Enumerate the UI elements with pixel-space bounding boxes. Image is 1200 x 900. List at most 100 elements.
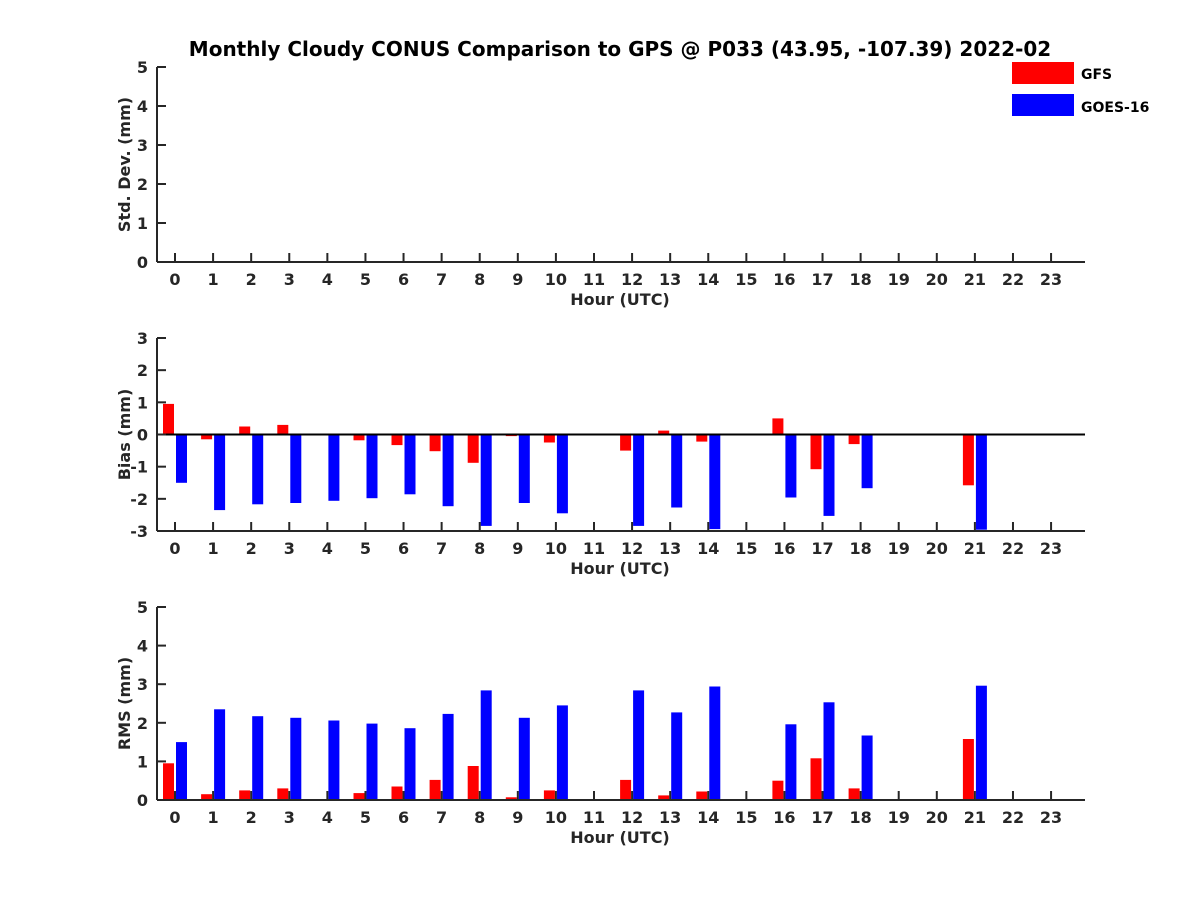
rms-bar-gfs-8 bbox=[467, 766, 479, 800]
std-dev-x-axis-label: Hour (UTC) bbox=[570, 290, 670, 309]
bias-x-tick-label: 17 bbox=[811, 539, 833, 558]
bias-y-tick-label: 1 bbox=[137, 393, 148, 412]
bias-bar-gfs-13 bbox=[658, 430, 670, 435]
std-dev-x-tick-label: 1 bbox=[208, 270, 219, 289]
rms-x-tick-label: 8 bbox=[474, 808, 485, 827]
rms-bar-gfs-5 bbox=[353, 793, 365, 800]
bias-bar-goes16-0 bbox=[176, 434, 187, 483]
std-dev-x-tick-label: 7 bbox=[436, 270, 447, 289]
bias-bar-goes16-16 bbox=[785, 434, 797, 498]
rms-x-tick-label: 23 bbox=[1040, 808, 1062, 827]
rms-bar-goes16-2 bbox=[252, 716, 264, 800]
bias-bar-gfs-7 bbox=[429, 434, 441, 452]
bias-bar-gfs-6 bbox=[391, 434, 403, 446]
std-dev-x-tick-label: 4 bbox=[322, 270, 333, 289]
rms-x-tick-label: 15 bbox=[735, 808, 757, 827]
rms-bar-goes16-0 bbox=[176, 742, 187, 800]
rms-bar-goes16-9 bbox=[518, 717, 530, 800]
std-dev-x-tick-label: 8 bbox=[474, 270, 485, 289]
bias-bar-goes16-9 bbox=[518, 434, 530, 503]
rms-bar-gfs-6 bbox=[391, 786, 403, 800]
rms-bar-goes16-10 bbox=[556, 705, 568, 800]
rms-bar-gfs-7 bbox=[429, 779, 441, 800]
rms-bar-gfs-1 bbox=[201, 794, 213, 800]
rms-bar-goes16-7 bbox=[442, 713, 454, 800]
bias-bar-gfs-1 bbox=[201, 434, 213, 440]
bias-y-tick-label: -1 bbox=[130, 458, 148, 477]
bias-bar-goes16-3 bbox=[290, 434, 302, 503]
std-dev-y-tick-label: 3 bbox=[137, 136, 148, 155]
bias-y-axis-label: Bias (mm) bbox=[115, 389, 134, 481]
chart-title: Monthly Cloudy CONUS Comparison to GPS @… bbox=[189, 37, 1051, 61]
bias-bar-goes16-8 bbox=[480, 434, 492, 526]
rms-x-tick-label: 14 bbox=[697, 808, 719, 827]
rms-bar-goes16-14 bbox=[709, 686, 721, 800]
std-dev-x-tick-label: 11 bbox=[583, 270, 605, 289]
rms-x-tick-label: 18 bbox=[849, 808, 871, 827]
rms-x-tick-label: 12 bbox=[621, 808, 643, 827]
std-dev-x-tick-label: 12 bbox=[621, 270, 643, 289]
rms-bar-gfs-3 bbox=[277, 788, 289, 800]
bias-x-tick-label: 9 bbox=[512, 539, 523, 558]
std-dev-x-tick-label: 21 bbox=[964, 270, 986, 289]
bias-x-tick-label: 18 bbox=[849, 539, 871, 558]
rms-x-tick-label: 0 bbox=[169, 808, 180, 827]
bias-x-tick-label: 4 bbox=[322, 539, 333, 558]
bias-x-tick-label: 14 bbox=[697, 539, 719, 558]
rms-bar-gfs-13 bbox=[658, 795, 670, 800]
rms-x-tick-label: 13 bbox=[659, 808, 681, 827]
bias-bar-goes16-18 bbox=[861, 434, 873, 489]
bias-bar-goes16-12 bbox=[633, 434, 645, 526]
bias-bar-goes16-7 bbox=[442, 434, 454, 507]
bias-bar-goes16-2 bbox=[252, 434, 264, 505]
rms-bar-goes16-3 bbox=[290, 717, 302, 800]
std-dev-x-tick-label: 17 bbox=[811, 270, 833, 289]
rms-bar-goes16-13 bbox=[671, 712, 683, 800]
rms-y-tick-label: 3 bbox=[137, 675, 148, 694]
bias-bar-gfs-2 bbox=[239, 426, 251, 435]
bias-bar-goes16-4 bbox=[328, 434, 340, 501]
bias-x-tick-label: 0 bbox=[169, 539, 180, 558]
std-dev-x-tick-label: 19 bbox=[888, 270, 910, 289]
std-dev-x-tick-label: 15 bbox=[735, 270, 757, 289]
bias-bar-gfs-17 bbox=[810, 434, 822, 470]
rms-bar-gfs-0 bbox=[163, 763, 174, 800]
std-dev-x-tick-label: 3 bbox=[284, 270, 295, 289]
bias-x-tick-label: 23 bbox=[1040, 539, 1062, 558]
rms-bar-goes16-8 bbox=[480, 690, 492, 800]
rms-x-tick-label: 3 bbox=[284, 808, 295, 827]
bias-x-tick-label: 6 bbox=[398, 539, 409, 558]
legend-swatch-goes16 bbox=[1012, 94, 1074, 116]
rms-bar-gfs-9 bbox=[505, 797, 517, 800]
rms-bar-goes16-1 bbox=[214, 709, 226, 800]
rms-x-tick-label: 11 bbox=[583, 808, 605, 827]
bias-x-tick-label: 19 bbox=[888, 539, 910, 558]
bias-x-tick-label: 7 bbox=[436, 539, 447, 558]
rms-x-tick-label: 17 bbox=[811, 808, 833, 827]
rms-x-tick-label: 16 bbox=[773, 808, 795, 827]
bias-x-tick-label: 13 bbox=[659, 539, 681, 558]
rms-bar-goes16-18 bbox=[861, 735, 873, 800]
rms-bar-goes16-5 bbox=[366, 723, 378, 800]
std-dev-x-tick-label: 14 bbox=[697, 270, 719, 289]
std-dev-y-tick-label: 5 bbox=[137, 58, 148, 77]
std-dev-x-tick-label: 5 bbox=[360, 270, 371, 289]
bias-bar-goes16-10 bbox=[556, 434, 568, 514]
std-dev-x-tick-label: 0 bbox=[169, 270, 180, 289]
legend-label-goes16: GOES-16 bbox=[1081, 100, 1149, 116]
legend: GFS GOES-16 bbox=[1012, 62, 1149, 116]
bias-x-tick-label: 10 bbox=[545, 539, 567, 558]
bias-y-tick-label: 3 bbox=[137, 329, 148, 348]
bias-x-tick-label: 20 bbox=[926, 539, 948, 558]
bias-bar-gfs-8 bbox=[467, 434, 479, 463]
bias-bar-gfs-10 bbox=[543, 434, 555, 443]
bias-bar-goes16-21 bbox=[975, 434, 987, 530]
rms-bar-gfs-10 bbox=[543, 790, 555, 800]
rms-bar-gfs-14 bbox=[696, 791, 708, 800]
rms-x-axis-label: Hour (UTC) bbox=[570, 828, 670, 847]
std-dev-x-tick-label: 6 bbox=[398, 270, 409, 289]
rms-y-tick-label: 4 bbox=[137, 637, 148, 656]
